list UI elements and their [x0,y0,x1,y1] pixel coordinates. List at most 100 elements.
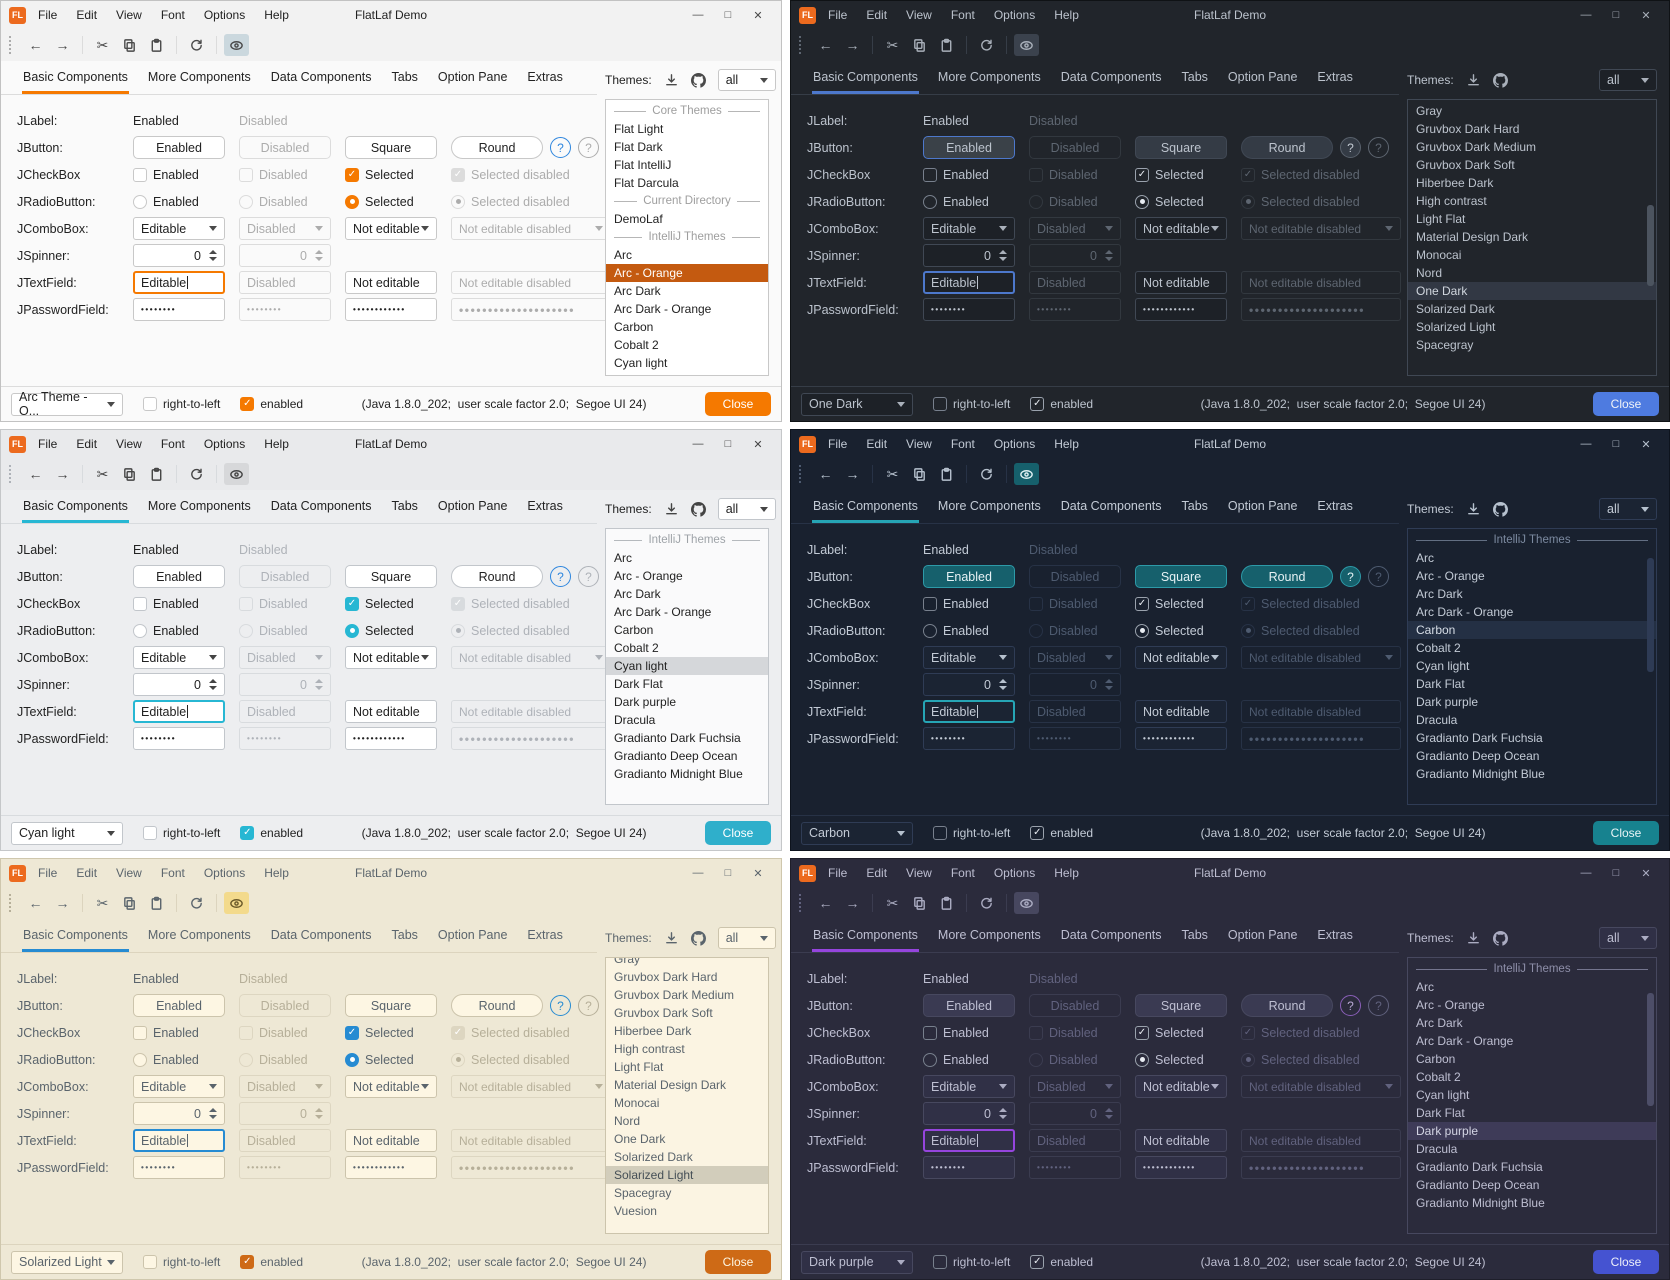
radio-selected[interactable]: Selected [345,1052,447,1067]
passwordfield-editable[interactable]: •••••••• [923,298,1015,321]
menu-file[interactable]: File [828,437,848,451]
enabled-button[interactable]: Enabled [133,994,225,1017]
checkbox-selected[interactable]: Selected [1135,1025,1237,1040]
passwordfield-editable[interactable]: •••••••• [133,727,225,750]
checkbox-selected[interactable]: Selected [1135,596,1237,611]
menu-edit[interactable]: Edit [866,437,888,451]
menu-font[interactable]: Font [950,437,975,451]
enabled-checkbox[interactable]: enabled [240,397,303,411]
menu-options[interactable]: Options [993,866,1036,880]
theme-switcher-combo[interactable]: Cyan light [11,821,123,845]
copy-button[interactable] [907,892,932,914]
theme-list-item[interactable]: Carbon [614,623,654,637]
textfield-not-editable[interactable]: Not editable [1135,1129,1227,1152]
combobox-not-editable[interactable]: Not editable [345,1075,437,1098]
theme-switcher-combo[interactable]: Dark purple [801,1250,913,1274]
theme-list-item[interactable]: Cyan light [606,657,768,675]
theme-list-item[interactable]: Arc - Orange [1416,998,1485,1012]
spinner[interactable]: 0 [133,673,225,696]
right-to-left-checkbox[interactable]: right-to-left [933,397,1010,411]
theme-list-item[interactable]: Monocai [1416,248,1462,262]
theme-list-item[interactable]: Material Design Dark [614,1078,727,1092]
square-button[interactable]: Square [1135,994,1227,1017]
minimize-button[interactable]: — [1580,866,1592,879]
menu-file[interactable]: File [38,8,58,22]
theme-list-item[interactable]: Hiberbee Dark [1416,176,1494,190]
tab-more-components[interactable]: More Components [937,70,1041,84]
maximize-button[interactable]: □ [1612,437,1620,450]
right-to-left-checkbox[interactable]: right-to-left [933,826,1010,840]
checkbox-enabled[interactable]: Enabled [923,596,1025,611]
back-button[interactable]: ← [813,463,838,485]
scrollbar-thumb[interactable] [1647,204,1654,287]
theme-list-item[interactable]: Spacegray [1416,338,1474,352]
theme-filter-combo[interactable]: all [717,498,776,520]
radio-selected[interactable]: Selected [345,623,447,638]
help-button[interactable]: ? [550,137,571,158]
textfield-editable[interactable]: Editable [923,700,1015,723]
textfield-editable[interactable]: Editable [133,700,225,723]
minimize-button[interactable]: — [692,8,704,21]
tab-data-components[interactable]: Data Components [270,928,372,942]
radio-selected[interactable]: Selected [1135,194,1237,209]
tab-data-components[interactable]: Data Components [1060,928,1162,942]
right-to-left-checkbox[interactable]: right-to-left [143,826,220,840]
close-window-button[interactable]: ✕ [753,438,763,451]
textfield-not-editable[interactable]: Not editable [345,271,437,294]
theme-list-item[interactable]: Arc [614,248,632,262]
menu-edit[interactable]: Edit [76,8,98,22]
theme-list-item[interactable]: Solarized Dark [614,1150,693,1164]
spinner-arrows-icon[interactable] [999,1108,1007,1119]
theme-list-scrollbar[interactable] [1647,102,1654,373]
textfield-editable[interactable]: Editable [923,271,1015,294]
tab-extras[interactable]: Extras [1317,928,1353,942]
checkbox-enabled[interactable]: Enabled [923,1025,1025,1040]
download-theme-button[interactable] [664,931,679,946]
theme-list-item[interactable]: Cobalt 2 [1416,641,1461,655]
checkbox-enabled[interactable]: Enabled [133,1025,235,1040]
theme-list-item[interactable]: Cyan light [614,356,668,370]
spinner-arrows-icon[interactable] [999,679,1007,690]
theme-list-item[interactable]: DemoLaf [614,212,663,226]
menu-options[interactable]: Options [993,8,1036,22]
theme-list[interactable]: Gray Gruvbox Dark Hard Gruvbox Dark Medium… [605,957,769,1234]
theme-list-item[interactable]: Cobalt 2 [614,641,659,655]
passwordfield-not-editable[interactable]: •••••••••••• [1135,727,1227,750]
forward-button[interactable]: → [50,34,75,56]
eye-toggle-button[interactable] [224,463,249,485]
tab-basic-components[interactable]: Basic Components [13,490,138,523]
theme-list-item[interactable]: Arc Dark [614,587,661,601]
copy-button[interactable] [907,34,932,56]
square-button[interactable]: Square [1135,136,1227,159]
back-button[interactable]: ← [813,892,838,914]
toolbar-grip[interactable] [799,465,804,483]
toolbar-grip[interactable] [9,36,14,54]
radio-enabled[interactable]: Enabled [133,194,235,209]
menu-file[interactable]: File [828,8,848,22]
round-button[interactable]: Round [1241,994,1333,1017]
radio-selected[interactable]: Selected [1135,1052,1237,1067]
combobox-not-editable[interactable]: Not editable [345,646,437,669]
passwordfield-not-editable[interactable]: •••••••••••• [345,1156,437,1179]
enabled-button[interactable]: Enabled [923,136,1015,159]
checkbox-selected[interactable]: Selected [345,167,447,182]
menu-options[interactable]: Options [993,437,1036,451]
square-button[interactable]: Square [345,994,437,1017]
theme-list-item[interactable]: Light Flat [614,1060,664,1074]
cut-button[interactable]: ✂ [90,892,115,914]
tab-data-components[interactable]: Data Components [270,499,372,513]
tab-option-pane[interactable]: Option Pane [437,928,508,942]
tab-tabs[interactable]: Tabs [1181,70,1208,84]
radio-enabled[interactable]: Enabled [923,1052,1025,1067]
tab-extras[interactable]: Extras [527,928,563,942]
theme-filter-combo[interactable]: all [1599,927,1657,949]
enabled-checkbox[interactable]: enabled [1030,1255,1093,1269]
github-button[interactable] [690,72,706,88]
paste-button[interactable] [144,34,169,56]
maximize-button[interactable]: □ [1612,866,1620,879]
tab-basic-components[interactable]: Basic Components [13,919,138,952]
round-button[interactable]: Round [1241,136,1333,159]
right-to-left-checkbox[interactable]: right-to-left [143,397,220,411]
cut-button[interactable]: ✂ [90,34,115,56]
textfield-editable[interactable]: Editable [923,1129,1015,1152]
